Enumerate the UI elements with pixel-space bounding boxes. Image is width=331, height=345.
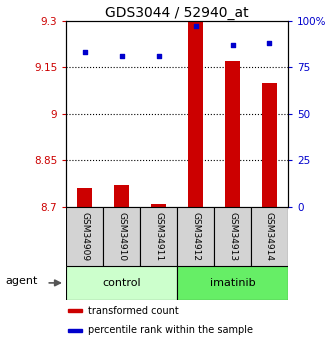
Bar <box>66 266 177 300</box>
Point <box>193 23 198 29</box>
Text: GSM34909: GSM34909 <box>80 212 89 261</box>
Bar <box>177 207 214 266</box>
Text: percentile rank within the sample: percentile rank within the sample <box>88 325 253 335</box>
Bar <box>188 22 203 207</box>
Point <box>156 53 161 59</box>
Text: GSM34911: GSM34911 <box>154 212 163 261</box>
Bar <box>69 329 82 332</box>
Bar <box>214 207 251 266</box>
Bar <box>103 207 140 266</box>
Bar <box>177 266 288 300</box>
Bar <box>262 83 277 207</box>
Text: GSM34914: GSM34914 <box>265 212 274 261</box>
Text: transformed count: transformed count <box>88 306 179 315</box>
Text: control: control <box>102 278 141 288</box>
Bar <box>140 207 177 266</box>
Bar <box>151 204 166 207</box>
Text: GSM34912: GSM34912 <box>191 212 200 261</box>
Point <box>267 40 272 46</box>
Bar <box>66 207 103 266</box>
Point <box>82 50 87 55</box>
Bar <box>251 207 288 266</box>
Text: imatinib: imatinib <box>210 278 255 288</box>
Text: GSM34913: GSM34913 <box>228 212 237 261</box>
Bar <box>225 61 240 207</box>
Bar <box>114 185 129 207</box>
Point <box>119 53 124 59</box>
Bar <box>77 188 92 207</box>
Point <box>230 42 235 48</box>
Text: GSM34910: GSM34910 <box>117 212 126 261</box>
Bar <box>69 309 82 312</box>
Text: agent: agent <box>5 276 38 286</box>
Title: GDS3044 / 52940_at: GDS3044 / 52940_at <box>105 6 249 20</box>
